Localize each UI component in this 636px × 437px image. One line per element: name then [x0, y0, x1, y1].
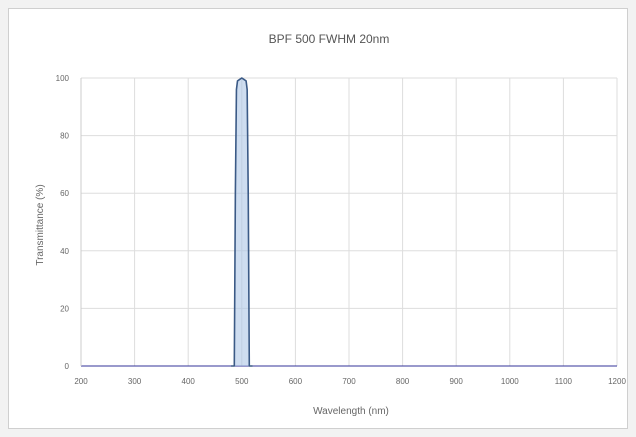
chart-frame: BPF 500 FWHM 20nm 200 300 400 500 600 700 800 9…	[8, 8, 628, 429]
x-tick-label: 1100	[555, 377, 573, 386]
y-tick-label: 0	[65, 362, 70, 371]
y-tick-label: 20	[60, 304, 69, 313]
x-tick-label: 600	[289, 377, 303, 386]
transmittance-chart: BPF 500 FWHM 20nm 200 300 400 500 600 700 800 9…	[35, 32, 627, 417]
grid-lines	[81, 77, 618, 366]
y-tick-label: 40	[60, 247, 69, 256]
x-tick-label: 500	[235, 377, 249, 386]
x-tick-label: 1000	[501, 377, 519, 386]
series-layer	[231, 77, 253, 367]
y-tick-label: 100	[56, 74, 70, 83]
x-tick-label: 700	[342, 377, 356, 386]
axes	[80, 78, 617, 367]
series-line	[231, 77, 253, 367]
y-tick-label: 60	[60, 189, 69, 198]
x-tick-label: 800	[396, 377, 410, 386]
y-tick-label: 80	[60, 132, 69, 141]
x-tick-label: 200	[74, 377, 88, 386]
chart-title: BPF 500 FWHM 20nm	[269, 32, 390, 46]
y-axis-title: Transmittance (%)	[35, 184, 46, 265]
x-tick-label: 300	[128, 377, 142, 386]
x-tick-label: 400	[182, 377, 196, 386]
x-axis-title: Wavelength (nm)	[313, 406, 389, 417]
x-tick-label: 1200	[608, 377, 626, 386]
x-tick-label: 900	[450, 377, 464, 386]
tick-labels: 200 300 400 500 600 700 800 900 1000 1100 1200 0 20 4…	[56, 74, 627, 386]
